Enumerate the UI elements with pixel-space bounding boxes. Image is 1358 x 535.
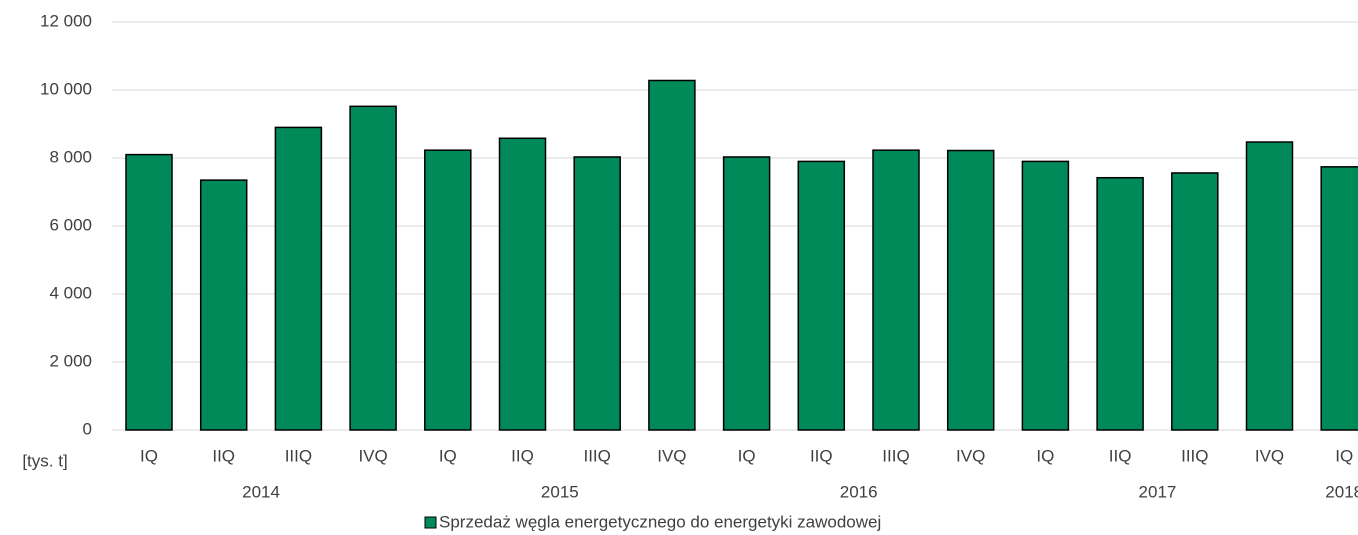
y-tick-label: 8 000 <box>49 147 92 166</box>
x-tick-label: IQ <box>439 446 457 465</box>
x-group-label: 2014 <box>242 482 280 501</box>
y-tick-label: 10 000 <box>40 79 92 98</box>
bar <box>1021 160 1070 431</box>
x-tick-label: IIIQ <box>583 446 610 465</box>
x-tick-label: IIQ <box>212 446 235 465</box>
bar <box>125 153 173 431</box>
x-tick-label: IQ <box>1036 446 1054 465</box>
bar <box>872 149 920 431</box>
bar <box>946 149 995 431</box>
x-tick-label: IIIQ <box>285 446 312 465</box>
x-group-label: 2018 <box>1325 482 1358 501</box>
y-tick-label: 6 000 <box>49 215 92 234</box>
x-tick-label: IVQ <box>1255 446 1284 465</box>
x-tick-label: IIQ <box>1109 446 1132 465</box>
x-tick-label: IIIQ <box>882 446 909 465</box>
x-group-label: 2017 <box>1139 482 1177 501</box>
bar <box>573 156 621 431</box>
bar <box>1245 141 1294 431</box>
y-tick-label: 2 000 <box>49 351 92 370</box>
x-tick-label: IQ <box>1335 446 1353 465</box>
bar <box>199 179 248 431</box>
x-group-label: 2015 <box>541 482 579 501</box>
x-group-label: 2016 <box>840 482 878 501</box>
y-tick-label: 0 <box>83 419 92 438</box>
y-unit-label: [tys. t] <box>22 451 67 470</box>
y-tick-label: 4 000 <box>49 283 92 302</box>
x-tick-label: IQ <box>738 446 756 465</box>
legend-swatch <box>424 516 437 529</box>
x-tick-label: IIIQ <box>1181 446 1208 465</box>
bar <box>722 156 771 431</box>
bar <box>1096 176 1144 431</box>
legend-label: Sprzedaż węgla energetycznego do energet… <box>439 512 881 531</box>
x-tick-label: IVQ <box>657 446 686 465</box>
x-tick-label: IQ <box>140 446 158 465</box>
y-tick-label: 12 000 <box>40 11 92 30</box>
x-tick-label: IIQ <box>810 446 833 465</box>
bar <box>424 149 472 431</box>
bar <box>1320 166 1358 431</box>
x-tick-label: IIQ <box>511 446 534 465</box>
x-tick-label: IVQ <box>358 446 387 465</box>
bar <box>498 137 547 431</box>
bar <box>797 160 846 431</box>
bar <box>349 105 397 431</box>
bar <box>648 79 696 431</box>
x-tick-label: IVQ <box>956 446 985 465</box>
bar <box>274 126 323 431</box>
bar <box>1171 172 1219 431</box>
